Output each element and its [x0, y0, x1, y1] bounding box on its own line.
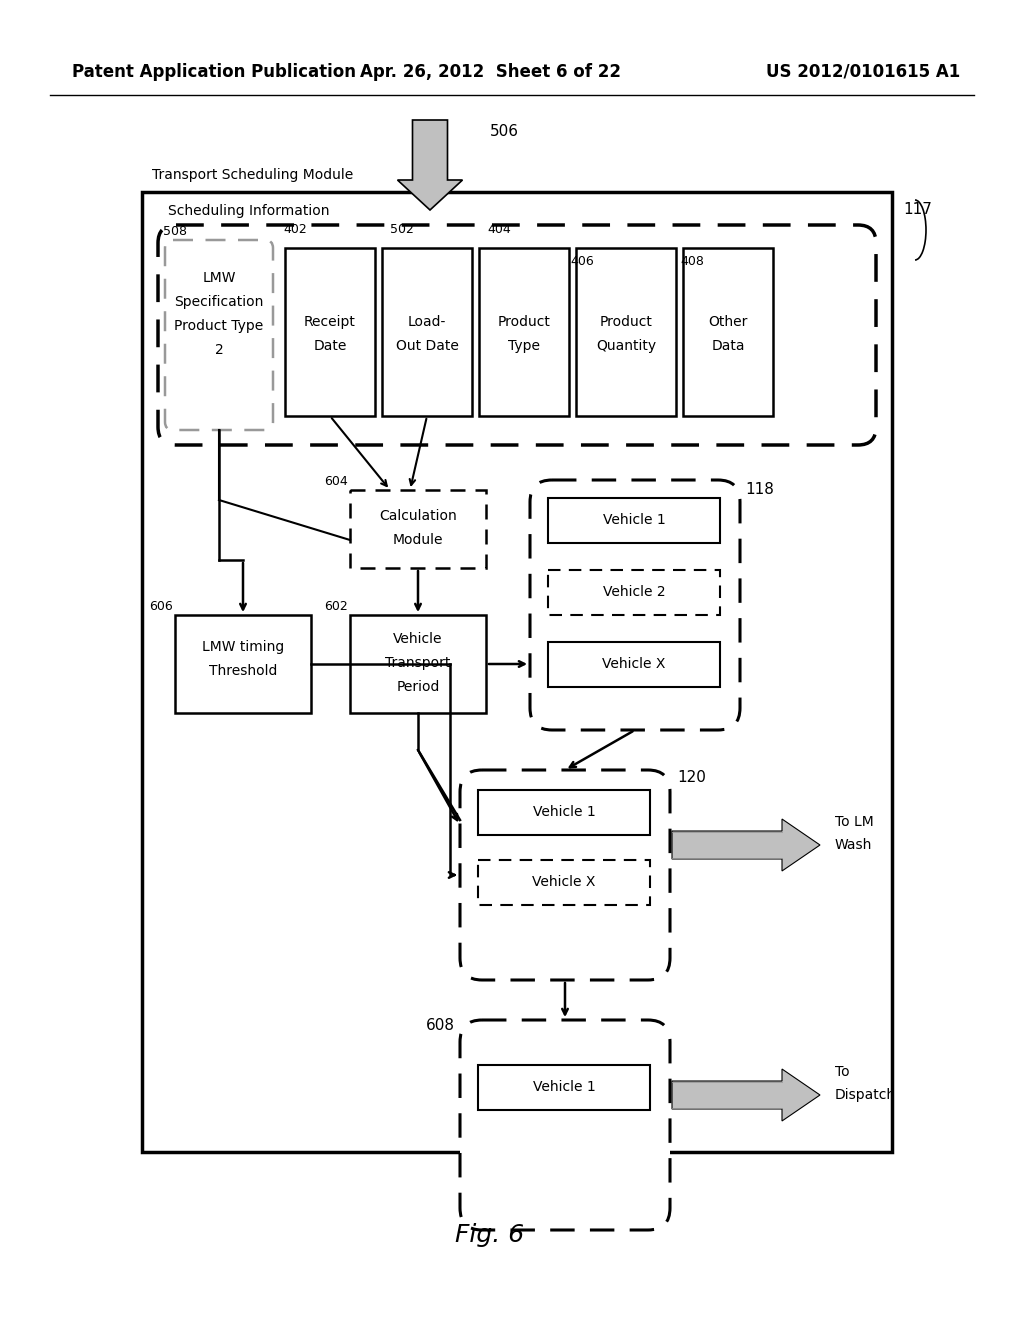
Polygon shape	[397, 120, 463, 210]
Text: To LM: To LM	[835, 814, 873, 829]
Bar	[478, 861, 650, 906]
Text: Product Type: Product Type	[174, 319, 263, 333]
FancyBboxPatch shape	[165, 240, 273, 430]
Bar	[575, 248, 676, 416]
Text: 406: 406	[570, 255, 594, 268]
Bar	[548, 642, 720, 686]
Text: Apr. 26, 2012  Sheet 6 of 22: Apr. 26, 2012 Sheet 6 of 22	[359, 63, 621, 81]
Bar	[478, 789, 650, 836]
Text: Transport Scheduling Module: Transport Scheduling Module	[152, 168, 353, 182]
Bar	[382, 248, 472, 416]
Text: Calculation: Calculation	[379, 510, 457, 523]
Text: Load-: Load-	[408, 315, 446, 329]
Bar	[683, 248, 773, 416]
Text: 117: 117	[903, 202, 933, 218]
FancyBboxPatch shape	[460, 1020, 670, 1230]
Text: To: To	[835, 1065, 850, 1078]
Text: Vehicle X: Vehicle X	[532, 875, 596, 888]
Text: Data: Data	[712, 339, 744, 352]
Polygon shape	[672, 818, 820, 871]
Bar	[479, 248, 569, 416]
Bar	[175, 615, 311, 713]
Text: 502: 502	[390, 223, 414, 236]
Bar	[350, 490, 486, 568]
Text: Threshold: Threshold	[209, 664, 278, 678]
Text: Other: Other	[709, 315, 748, 329]
FancyBboxPatch shape	[530, 480, 740, 730]
Bar	[285, 248, 375, 416]
Text: Patent Application Publication: Patent Application Publication	[72, 63, 356, 81]
Text: 608: 608	[426, 1018, 455, 1032]
Text: Module: Module	[393, 533, 443, 546]
FancyBboxPatch shape	[158, 224, 876, 445]
Text: Out Date: Out Date	[395, 339, 459, 352]
Text: Fig. 6: Fig. 6	[456, 1224, 524, 1247]
Text: US 2012/0101615 A1: US 2012/0101615 A1	[766, 63, 961, 81]
Text: Period: Period	[396, 680, 439, 694]
FancyBboxPatch shape	[460, 770, 670, 979]
Text: LMW timing: LMW timing	[202, 640, 284, 653]
Text: Quantity: Quantity	[596, 339, 656, 352]
Bar	[478, 1065, 650, 1110]
Text: Vehicle 2: Vehicle 2	[603, 585, 666, 599]
Text: 2: 2	[215, 343, 223, 356]
Text: 408: 408	[680, 255, 703, 268]
Text: Vehicle 1: Vehicle 1	[603, 513, 666, 527]
Text: Receipt: Receipt	[304, 315, 356, 329]
Text: Dispatch: Dispatch	[835, 1088, 896, 1102]
Text: LMW: LMW	[203, 271, 236, 285]
Text: Vehicle: Vehicle	[393, 632, 442, 645]
Bar	[142, 191, 892, 1152]
Text: 606: 606	[150, 601, 173, 612]
Text: 506: 506	[490, 124, 519, 140]
Text: 402: 402	[283, 223, 307, 236]
Text: Type: Type	[508, 339, 540, 352]
Bar	[350, 615, 486, 713]
Text: Vehicle 1: Vehicle 1	[532, 1080, 595, 1094]
Text: Scheduling Information: Scheduling Information	[168, 205, 330, 218]
Text: 118: 118	[745, 483, 774, 498]
Text: Product: Product	[600, 315, 652, 329]
Text: 404: 404	[487, 223, 511, 236]
Text: Wash: Wash	[835, 838, 872, 851]
Text: Transport: Transport	[385, 656, 451, 671]
Bar	[548, 570, 720, 615]
Text: 602: 602	[325, 601, 348, 612]
Bar	[548, 498, 720, 543]
Text: Vehicle 1: Vehicle 1	[532, 805, 595, 818]
Text: Date: Date	[313, 339, 347, 352]
Text: 604: 604	[325, 475, 348, 488]
Text: 508: 508	[163, 224, 187, 238]
Text: Specification: Specification	[174, 294, 264, 309]
Text: 120: 120	[678, 771, 707, 785]
Text: Vehicle X: Vehicle X	[602, 657, 666, 671]
Text: Product: Product	[498, 315, 551, 329]
Polygon shape	[672, 1069, 820, 1121]
